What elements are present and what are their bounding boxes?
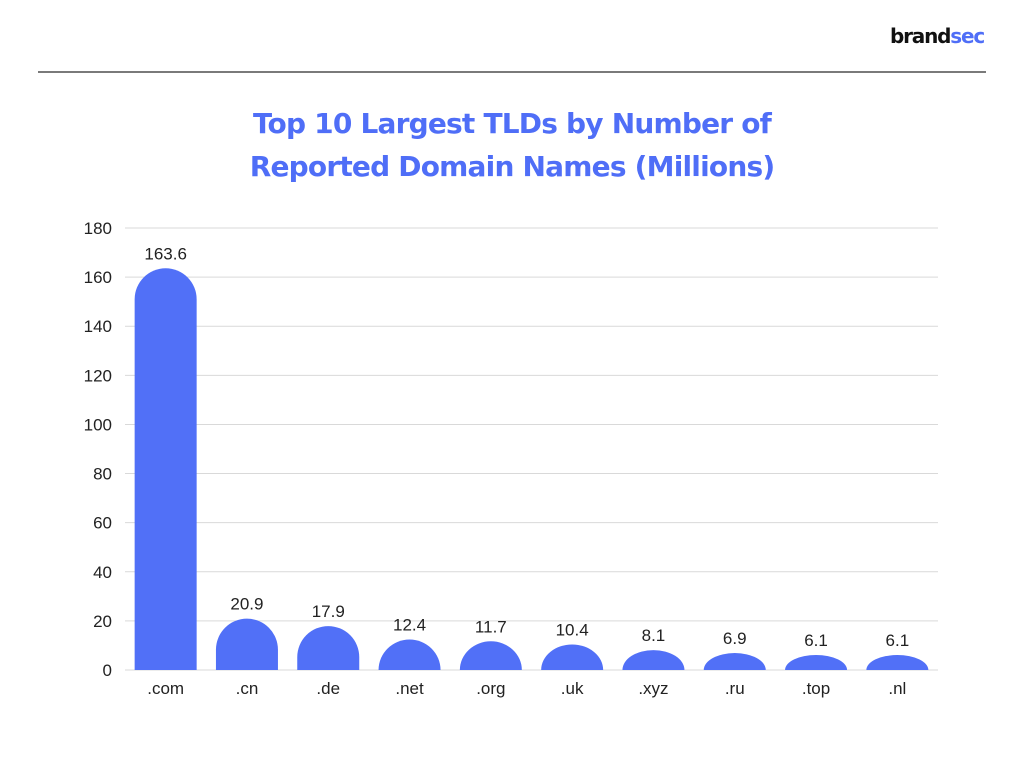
- x-tick-label: .nl: [888, 679, 906, 698]
- value-label: 12.4: [393, 616, 426, 635]
- chart-title: Top 10 Largest TLDs by Number of Reporte…: [0, 102, 1024, 188]
- value-labels: 163.6 20.9 17.9 12.4 11.7 10.4 8.1 6.9 6.1 6.1: [144, 244, 909, 650]
- y-tick-label: 180: [84, 219, 112, 238]
- bar: [866, 655, 929, 670]
- x-tick-label: .uk: [561, 679, 584, 698]
- x-tick-label: .xyz: [638, 679, 668, 698]
- value-label: 8.1: [642, 626, 666, 645]
- value-label: 11.7: [475, 617, 507, 636]
- y-tick-label: 80: [93, 465, 112, 484]
- y-tick-label: 60: [93, 514, 112, 533]
- y-tick-label: 20: [93, 612, 112, 631]
- y-tick-label: 140: [84, 317, 112, 336]
- y-tick-label: 100: [84, 415, 112, 434]
- header-divider: [38, 71, 986, 73]
- bar: [703, 653, 766, 670]
- brand-logo-part2: sec: [950, 24, 985, 48]
- value-label: 6.1: [886, 631, 910, 650]
- chart-title-line-2: Reported Domain Names (Millions): [249, 150, 775, 183]
- y-axis-ticks: 0 20 40 60 80 100 120 140 160 180: [84, 219, 112, 680]
- chart-title-line-1: Top 10 Largest TLDs by Number of: [252, 107, 772, 140]
- y-tick-label: 0: [103, 661, 112, 680]
- bar: [622, 650, 685, 670]
- bar: [215, 618, 278, 670]
- x-tick-label: .ru: [725, 679, 745, 698]
- value-label: 6.9: [723, 629, 747, 648]
- x-tick-label: .net: [395, 679, 424, 698]
- brand-logo: brandsec: [890, 24, 985, 48]
- bar: [297, 626, 360, 670]
- brand-logo-part1: brand: [890, 24, 951, 48]
- bar: [541, 644, 604, 670]
- y-tick-label: 160: [84, 268, 112, 287]
- x-tick-label: .cn: [236, 679, 259, 698]
- bar: [134, 268, 197, 670]
- y-tick-label: 120: [84, 366, 112, 385]
- value-label: 20.9: [230, 595, 263, 614]
- x-tick-label: .top: [802, 679, 830, 698]
- x-axis-ticks: .com .cn .de .net .org .uk .xyz .ru .top .nl: [147, 679, 906, 698]
- value-label: 17.9: [312, 602, 345, 621]
- x-tick-label: .de: [316, 679, 340, 698]
- value-label: 6.1: [804, 631, 828, 650]
- gridlines: [125, 227, 938, 671]
- value-label: 163.6: [144, 244, 187, 263]
- bar: [459, 641, 522, 670]
- y-tick-label: 40: [93, 563, 112, 582]
- x-tick-label: .com: [147, 679, 184, 698]
- value-label: 10.4: [556, 620, 589, 639]
- bars: [134, 268, 929, 670]
- bar: [378, 639, 441, 670]
- bar: [785, 655, 848, 670]
- x-tick-label: .org: [476, 679, 505, 698]
